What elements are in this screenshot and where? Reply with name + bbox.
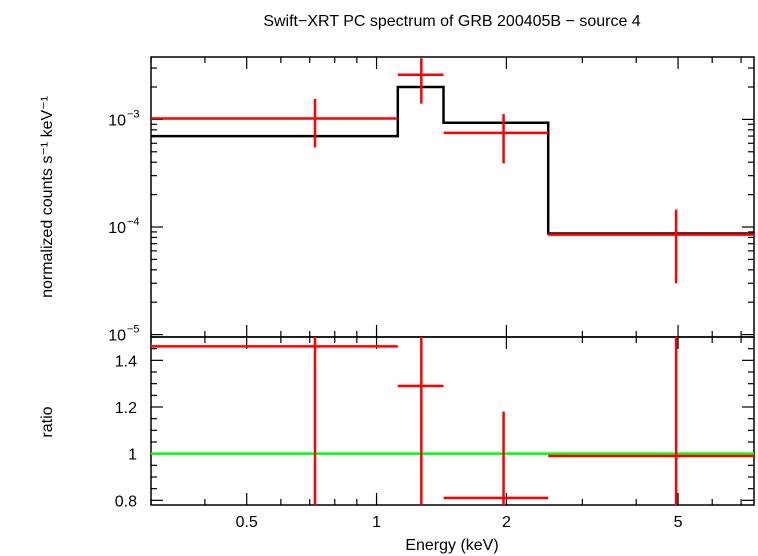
ratio-data-point xyxy=(397,337,444,505)
x-tick-label: 1 xyxy=(372,514,381,531)
top-y-axis-label: normalized counts s⁻¹ keV⁻¹ xyxy=(39,96,56,298)
bottom-y-tick-label: 1 xyxy=(128,447,137,464)
bottom-panel: 0.5 1 2 5 0.8 1 1.2 1.4 xyxy=(115,336,755,531)
bottom-y-tick-label: 0.8 xyxy=(115,493,137,510)
x-axis-label: Energy (keV) xyxy=(405,537,498,554)
ratio-data-point xyxy=(443,411,549,505)
ratio-data-point xyxy=(548,337,754,505)
x-tick-label: 2 xyxy=(502,514,511,531)
bottom-y-tick-label: 1.4 xyxy=(115,353,137,370)
top-data-point xyxy=(151,98,398,148)
bottom-panel-frame xyxy=(150,336,755,506)
top-y-tick-label-exponent: −4 xyxy=(127,216,140,228)
top-y-tick-label-exponent: −3 xyxy=(127,108,140,120)
top-y-tick-label: 10 xyxy=(108,220,126,237)
top-data-point xyxy=(443,114,549,164)
top-data-point xyxy=(397,58,444,104)
chart-title: Swift−XRT PC spectrum of GRB 200405B − s… xyxy=(263,13,640,30)
top-y-tick-label: 10 xyxy=(108,328,126,345)
model-step-line xyxy=(151,85,754,235)
top-y-tick-label-exponent: −5 xyxy=(127,324,140,336)
top-data-point xyxy=(548,209,754,284)
top-y-tick-label: 10 xyxy=(108,112,126,129)
ratio-data-point xyxy=(151,337,398,505)
x-tick-label: 5 xyxy=(674,514,683,531)
x-tick-label: 0.5 xyxy=(236,514,258,531)
top-panel-frame xyxy=(150,56,755,338)
top-panel: 10−510−410−3 xyxy=(108,56,755,345)
bottom-y-axis-label: ratio xyxy=(39,406,56,437)
bottom-y-tick-label: 1.2 xyxy=(115,400,137,417)
